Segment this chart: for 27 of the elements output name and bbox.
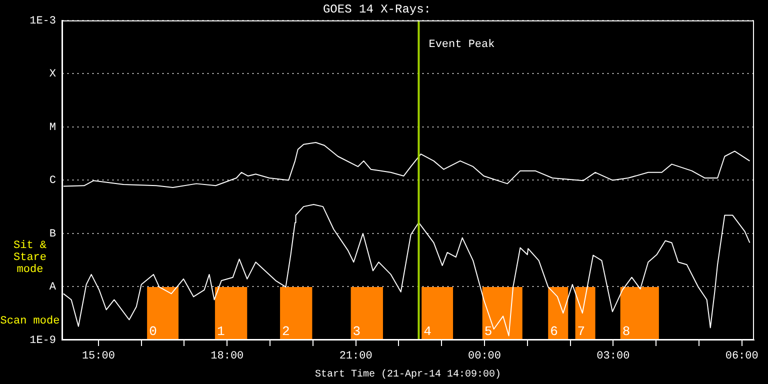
band-label: 3: [352, 324, 361, 339]
text: Scan mode: [0, 316, 60, 328]
text: Sit & Stare mode: [13, 240, 47, 276]
ref-line-label: Event Peak: [428, 38, 496, 51]
y-tick-label: C: [49, 175, 56, 188]
y-tick-label: A: [49, 282, 56, 294]
band-label: 1: [216, 324, 225, 339]
chart-title: GOES 14 X-Rays:: [322, 2, 432, 16]
y-tick-label: 1E-3: [30, 15, 56, 28]
band-label: 0: [149, 324, 157, 339]
x-axis-title: Start Time (21-Apr-14 14:09:00): [314, 368, 502, 381]
x-tick-label: 06:00: [725, 350, 758, 363]
band-label: 6: [550, 324, 558, 339]
y-tick-label: B: [49, 228, 56, 240]
band-label: 5: [484, 324, 492, 339]
band-label: 8: [622, 324, 630, 339]
x-tick-label: 03:00: [596, 350, 630, 363]
x-tick-label: 18:00: [210, 350, 244, 363]
band-label: 4: [424, 324, 432, 339]
band-label: 7: [577, 324, 586, 339]
y-tick-label: X: [49, 68, 56, 81]
x-tick-label: 21:00: [339, 350, 372, 363]
y-tick-label: 1E-9: [30, 334, 56, 347]
x-tick-label: 00:00: [468, 350, 501, 363]
y-tick-label: M: [49, 122, 56, 134]
band-label: 2: [282, 324, 290, 339]
x-tick-label: 15:00: [82, 350, 115, 363]
